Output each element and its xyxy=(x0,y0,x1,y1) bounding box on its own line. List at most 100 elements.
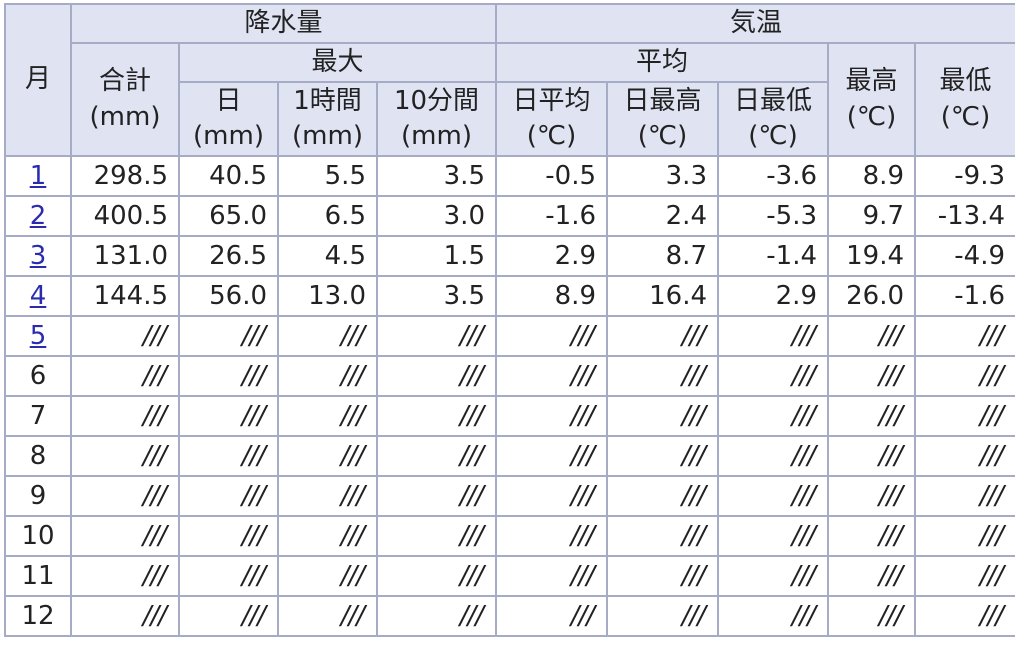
header-mean-daily-min-unit: (℃) xyxy=(748,121,798,151)
month-cell: 6 xyxy=(4,355,72,397)
precip-total-cell: 131.0 xyxy=(70,235,180,277)
precip-max-10min-cell: 3.5 xyxy=(376,275,497,317)
month-cell: 7 xyxy=(4,395,72,437)
temp-lowest-cell: -9.3 xyxy=(914,155,1015,197)
temp-mean-daily-max-cell: /// xyxy=(606,395,719,437)
precip-max-1h-cell: /// xyxy=(277,395,378,437)
precip-max-1h-cell: 6.5 xyxy=(277,195,378,237)
month-label: 7 xyxy=(29,401,47,431)
header-mean-daily-min: 日最低 (℃) xyxy=(717,81,829,157)
temp-mean-daily-cell: /// xyxy=(495,395,608,437)
precip-max-day-cell: /// xyxy=(178,555,279,597)
precip-total-cell: 298.5 xyxy=(70,155,180,197)
temp-mean-daily-max-cell: /// xyxy=(606,435,719,477)
temp-mean-daily-min-cell: 2.9 xyxy=(717,275,829,317)
month-link[interactable]: 3 xyxy=(29,241,47,271)
precip-max-day-cell: /// xyxy=(178,435,279,477)
temp-highest-cell: /// xyxy=(827,435,916,477)
table-row: 2 400.5 65.0 6.5 3.0 -1.6 2.4 -5.3 9.7 -13.4 xyxy=(4,195,1015,237)
precip-max-day-cell: /// xyxy=(178,355,279,397)
header-mean-daily-max-label: 日最高 xyxy=(623,85,702,116)
month-cell: 11 xyxy=(4,555,72,597)
header-max-10min-unit: (mm) xyxy=(401,121,472,151)
precip-max-1h-cell: /// xyxy=(277,595,378,637)
header-max-day: 日 (mm) xyxy=(178,81,279,157)
temp-highest-cell: 19.4 xyxy=(827,235,916,277)
temp-lowest-cell: /// xyxy=(914,515,1015,557)
precip-max-1h-cell: /// xyxy=(277,435,378,477)
month-cell[interactable]: 2 xyxy=(4,195,72,237)
header-temp-highest-label: 最高 xyxy=(845,66,898,97)
temp-mean-daily-max-cell: 16.4 xyxy=(606,275,719,317)
temp-mean-daily-max-cell: 3.3 xyxy=(606,155,719,197)
temp-highest-cell: /// xyxy=(827,475,916,517)
precip-max-day-cell: /// xyxy=(178,395,279,437)
precip-total-cell: /// xyxy=(70,595,180,637)
header-temp-mean: 平均 xyxy=(495,42,829,83)
precip-max-10min-cell: /// xyxy=(376,515,497,557)
precip-max-day-cell: /// xyxy=(178,475,279,517)
temp-mean-daily-min-cell: /// xyxy=(717,315,829,357)
precip-total-cell: 144.5 xyxy=(70,275,180,317)
temp-highest-cell: 8.9 xyxy=(827,155,916,197)
header-precip-total: 合計 (mm) xyxy=(70,42,180,157)
precip-max-1h-cell: /// xyxy=(277,515,378,557)
precip-total-cell: /// xyxy=(70,555,180,597)
month-cell: 9 xyxy=(4,475,72,517)
temp-highest-cell: /// xyxy=(827,515,916,557)
month-link[interactable]: 2 xyxy=(29,201,47,231)
temp-mean-daily-min-cell: /// xyxy=(717,355,829,397)
precip-total-cell: /// xyxy=(70,355,180,397)
temp-lowest-cell: -1.6 xyxy=(914,275,1015,317)
temp-mean-daily-min-cell: /// xyxy=(717,595,829,637)
header-precip-total-label: 合計 xyxy=(98,66,151,97)
month-cell[interactable]: 5 xyxy=(4,315,72,357)
precip-total-cell: /// xyxy=(70,395,180,437)
header-max-day-unit: (mm) xyxy=(193,121,264,151)
month-label: 11 xyxy=(21,561,55,591)
month-label: 12 xyxy=(21,601,55,631)
temp-mean-daily-min-cell: /// xyxy=(717,435,829,477)
header-mean-daily-min-label: 日最低 xyxy=(733,85,812,116)
temp-mean-daily-cell: /// xyxy=(495,595,608,637)
header-max-1h-label: 1時間 xyxy=(293,85,362,116)
precip-max-day-cell: 65.0 xyxy=(178,195,279,237)
temp-mean-daily-min-cell: /// xyxy=(717,475,829,517)
header-temp-lowest: 最低 (℃) xyxy=(914,42,1015,157)
precip-max-10min-cell: /// xyxy=(376,475,497,517)
precip-max-10min-cell: /// xyxy=(376,355,497,397)
temp-mean-daily-cell: /// xyxy=(495,515,608,557)
temp-mean-daily-max-cell: /// xyxy=(606,595,719,637)
month-cell[interactable]: 4 xyxy=(4,275,72,317)
table-row: 1 298.5 40.5 5.5 3.5 -0.5 3.3 -3.6 8.9 -9.3 xyxy=(4,155,1015,197)
table-body: 1 298.5 40.5 5.5 3.5 -0.5 3.3 -3.6 8.9 -9.3 2 400.5… xyxy=(4,155,1015,637)
temp-mean-daily-max-cell: /// xyxy=(606,355,719,397)
precip-max-10min-cell: 1.5 xyxy=(376,235,497,277)
temp-mean-daily-max-cell: /// xyxy=(606,555,719,597)
header-temperature: 気温 xyxy=(495,3,1015,44)
precip-max-day-cell: 40.5 xyxy=(178,155,279,197)
temp-highest-cell: /// xyxy=(827,395,916,437)
temp-highest-cell: /// xyxy=(827,315,916,357)
month-link[interactable]: 5 xyxy=(29,321,47,351)
header-month: 月 xyxy=(4,3,72,157)
temp-lowest-cell: /// xyxy=(914,555,1015,597)
temp-highest-cell: 26.0 xyxy=(827,275,916,317)
temp-lowest-cell: /// xyxy=(914,595,1015,637)
monthly-weather-table: 月 降水量 気温 合計 (mm) 最大 平均 最高 (℃) 最低 (℃) 日 (… xyxy=(4,3,1015,637)
temp-mean-daily-max-cell: 8.7 xyxy=(606,235,719,277)
month-cell[interactable]: 1 xyxy=(4,155,72,197)
precip-max-10min-cell: /// xyxy=(376,435,497,477)
precip-total-cell: /// xyxy=(70,315,180,357)
month-label: 9 xyxy=(29,481,47,511)
month-cell: 8 xyxy=(4,435,72,477)
month-cell[interactable]: 3 xyxy=(4,235,72,277)
temp-mean-daily-cell: 8.9 xyxy=(495,275,608,317)
precip-total-cell: /// xyxy=(70,435,180,477)
month-link[interactable]: 1 xyxy=(29,161,47,191)
table-row: 8/////////////////////////// xyxy=(4,435,1015,477)
month-link[interactable]: 4 xyxy=(29,281,47,311)
precip-max-1h-cell: /// xyxy=(277,315,378,357)
precip-max-day-cell: /// xyxy=(178,515,279,557)
month-label: 8 xyxy=(29,441,47,471)
